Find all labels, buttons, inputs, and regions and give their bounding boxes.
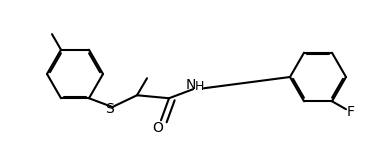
Text: F: F — [347, 105, 355, 119]
Text: N: N — [186, 78, 196, 92]
Text: H: H — [194, 80, 204, 93]
Text: O: O — [152, 121, 163, 135]
Text: S: S — [104, 102, 113, 116]
